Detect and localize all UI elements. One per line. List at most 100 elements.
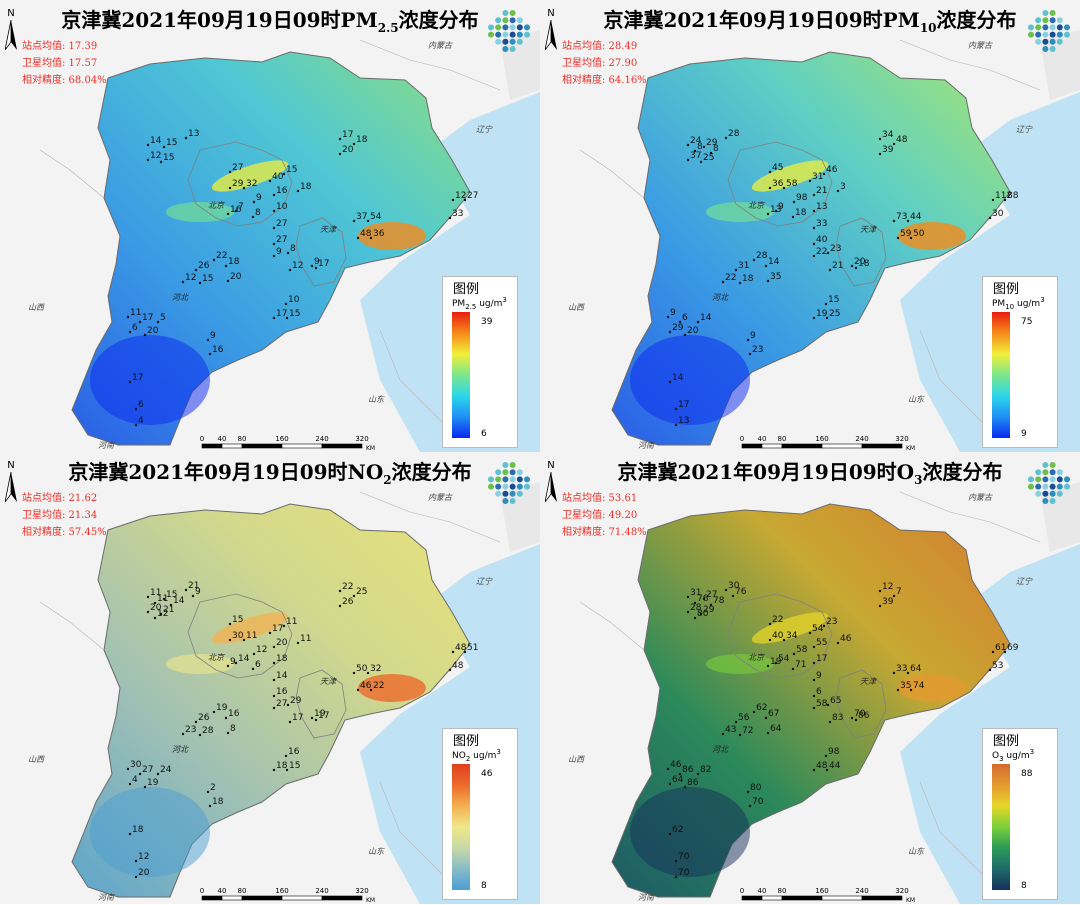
map-title-suffix: 浓度分布 [922,460,1003,484]
station-dot [272,706,276,710]
station-dot [146,158,150,162]
station-value: 8 [713,144,719,154]
station-dot [296,189,300,193]
station-dot [1003,198,1007,202]
station-dot [768,622,772,626]
station-value: 12 [138,852,149,862]
stats-box: 站点均值: 28.49 卫星均值: 27.90 相对精度: 64.16% [562,38,647,89]
station-value: 74 [913,681,925,691]
station-dot [699,612,703,616]
station-dot [808,631,812,635]
station-value: 46 [670,760,682,770]
station-dot [272,242,276,246]
station-value: 23 [830,244,841,254]
station-value: 14 [672,373,684,383]
scale-tick-label: 0 [200,887,204,895]
station-value: 50 [356,664,368,674]
legend-title: 图例 [453,734,480,749]
station-dot [251,215,255,219]
station-value: 23 [185,725,196,735]
station-dot [310,264,314,268]
legend-colorbar [992,312,1010,438]
station-value: 67 [768,709,779,719]
station-value: 73 [896,212,907,222]
neighbor-border [359,39,501,91]
hotspot-tangshan [358,674,426,702]
stat-station-mean: 站点均值: 28.49 [562,41,638,52]
station-dot [674,875,678,879]
station-dot [683,333,687,337]
station-value: 27 [276,219,287,229]
station-dot [724,136,728,140]
station-dot [764,264,768,268]
scale-tick-label: 160 [815,435,828,443]
place-label-hebei: 河北 [712,293,729,302]
logo-icon [1028,462,1070,504]
logo-icon [488,462,530,504]
neighbor-border [39,149,105,199]
station-value: 54 [370,212,382,222]
place-label-shandong: 山东 [368,395,385,404]
station-value: 39 [882,145,894,155]
place-label-liaoning: 辽宁 [1016,125,1033,134]
stats-box: 站点均值: 17.39 卫星均值: 17.57 相对精度: 68.04% [22,38,107,89]
map-title: 京津冀2021年09月19日09时NO2浓度分布 [60,456,480,487]
station-dot [198,281,202,285]
station-value: 76 [697,594,709,604]
station-value: 20 [147,326,159,336]
station-value: 7 [238,202,244,212]
station-dot [791,215,795,219]
hotspot-beijing [751,612,829,644]
station-dot [678,320,682,324]
station-value: 11 [150,588,161,598]
station-dot [826,703,830,707]
station-value: 10 [288,295,300,305]
scale-tick-label: 320 [355,435,368,443]
station-dot [153,616,157,620]
station-dot [366,671,370,675]
station-dot [822,624,826,628]
station-dot [252,652,256,656]
station-value: 18 [858,259,870,269]
legend-max-value: 75 [1021,317,1033,327]
station-dot [451,198,455,202]
station-dot [272,193,276,197]
station-value: 76 [735,587,747,597]
legend: 图例 PM10 ug/m3 75 9 [982,276,1058,448]
legend-colorbar [452,312,470,438]
station-dot [162,145,166,149]
station-value: 23 [752,345,763,355]
station-dot [143,333,147,337]
hotspot-tangshan [358,222,426,250]
station-value: 19 [314,709,326,719]
station-dot [812,193,816,197]
station-value: 17 [272,624,283,634]
station-value: 6 [682,313,688,323]
hotspot-tangshan [898,674,966,702]
station-value: 9 [230,657,236,667]
station-dot [696,320,700,324]
station-value: 20 [854,257,866,267]
place-label-inner-mongolia: 内蒙古 [968,41,993,50]
station-dot [288,268,292,272]
station-dot [991,650,995,654]
station-dot [738,733,742,737]
station-dot [284,302,288,306]
station-value: 48 [896,135,908,145]
station-value: 46 [360,681,372,691]
station-value: 4 [132,775,138,785]
north-arrow-icon [5,20,17,50]
station-dot [206,338,210,342]
map-title-subscript: 2 [383,473,392,487]
station-dot [285,768,289,772]
station-dot [734,268,738,272]
hotspot-tangshan [898,222,966,250]
station-dot [892,219,896,223]
legend-max-value: 88 [1021,769,1033,779]
station-dot [812,706,816,710]
station-value: 6 [816,687,822,697]
scale-tick-label: 40 [758,435,767,443]
station-value: 33 [816,219,827,229]
station-dot [850,264,854,268]
